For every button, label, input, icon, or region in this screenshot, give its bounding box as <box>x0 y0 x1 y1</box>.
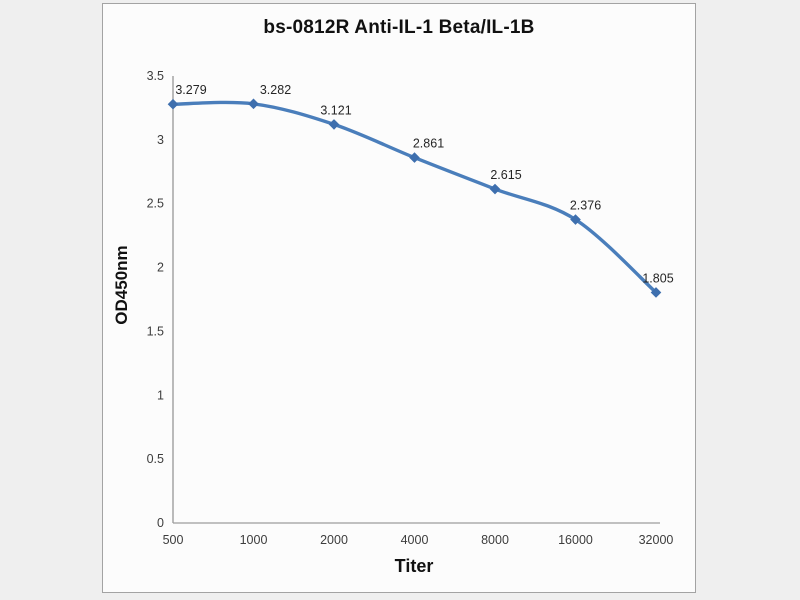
line-chart: 0 0.5 1 1.5 2 2.5 3 3.5 500 1000 2000 4000 8000 16000… <box>147 69 674 547</box>
svg-text:3.279: 3.279 <box>175 83 206 97</box>
svg-text:2.615: 2.615 <box>490 168 521 182</box>
svg-text:1.5: 1.5 <box>147 324 164 338</box>
svg-text:2.376: 2.376 <box>570 199 601 213</box>
x-axis-label: Titer <box>394 556 434 576</box>
y-axis-label: OD450nm <box>112 245 131 325</box>
svg-text:32000: 32000 <box>639 533 674 547</box>
svg-text:3.282: 3.282 <box>260 83 291 97</box>
svg-text:500: 500 <box>163 533 184 547</box>
chart-title: bs-0812R Anti-IL-1 Beta/IL-1B <box>263 17 535 38</box>
svg-text:2: 2 <box>157 261 164 275</box>
svg-text:4000: 4000 <box>401 533 429 547</box>
svg-text:1: 1 <box>157 388 164 402</box>
svg-text:2.5: 2.5 <box>147 197 164 211</box>
svg-text:3.5: 3.5 <box>147 69 164 83</box>
svg-text:0: 0 <box>157 516 164 530</box>
chart-panel: bs-0812R Anti-IL-1 Beta/IL-1B 0 0.5 1 1.5 2 2… <box>102 3 696 593</box>
svg-text:3: 3 <box>157 133 164 147</box>
svg-text:1000: 1000 <box>240 533 268 547</box>
svg-text:2000: 2000 <box>320 533 348 547</box>
svg-text:0.5: 0.5 <box>147 452 164 466</box>
svg-text:16000: 16000 <box>558 533 593 547</box>
svg-text:1.805: 1.805 <box>642 271 673 285</box>
svg-text:3.121: 3.121 <box>320 103 351 117</box>
svg-text:8000: 8000 <box>481 533 509 547</box>
svg-text:2.861: 2.861 <box>413 137 444 151</box>
